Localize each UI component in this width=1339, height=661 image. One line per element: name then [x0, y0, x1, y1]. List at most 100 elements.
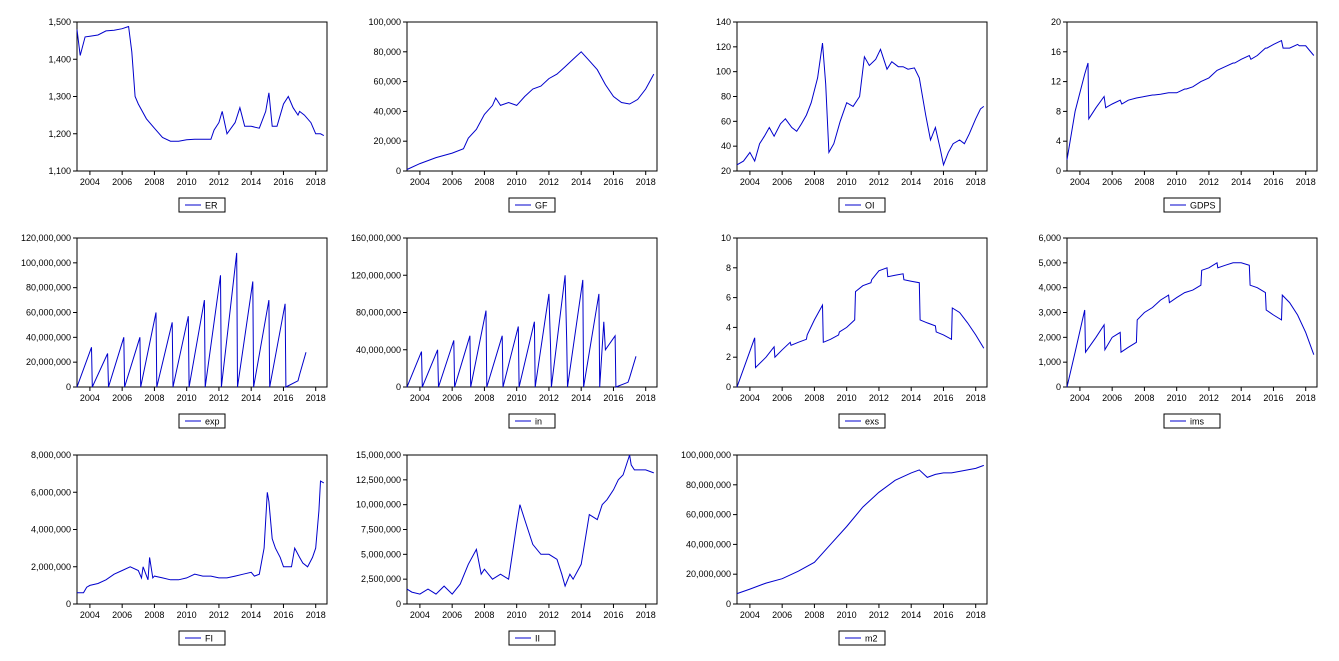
plot-area [1066, 21, 1318, 172]
x-tick-label: 2004 [410, 393, 430, 403]
y-tick-label: 4 [726, 322, 731, 332]
chart-panel-4: 0 4 8 12 16 20 2004 2006 2008 2010 2012 2014 2016 201… [1051, 17, 1318, 213]
x-tick-label: 2010 [1167, 177, 1187, 187]
x-tick-label: 2006 [772, 610, 792, 620]
y-tick-label: 0 [1056, 382, 1061, 392]
y-tick-label: 0 [66, 382, 71, 392]
y-tick-label: 80,000,000 [686, 480, 731, 490]
y-tick-label: 16 [1051, 47, 1061, 57]
x-tick-label: 2012 [1199, 177, 1219, 187]
x-tick-label: 2016 [933, 393, 953, 403]
x-tick-label: 2014 [241, 177, 261, 187]
x-tick-label: 2004 [740, 177, 760, 187]
legend-box [838, 630, 886, 646]
y-tick-label: 3,000 [1038, 308, 1061, 318]
x-tick-label: 2008 [144, 610, 164, 620]
x-tick-label: 2016 [603, 177, 623, 187]
y-tick-label: 100,000,000 [681, 450, 731, 460]
y-tick-label: 120 [716, 42, 731, 52]
x-tick-label: 2010 [177, 393, 197, 403]
y-tick-label: 20,000 [373, 136, 401, 146]
chart-panel-7: 0 2 4 6 8 10 2004 2006 2008 2010 2012 2014 2016 2018 e… [721, 233, 988, 429]
chart-panel-8: 0 1,000 2,000 3,000 4,000 5,000 6,000 2004 2006 2… [1038, 233, 1318, 429]
x-tick-label: 2004 [80, 393, 100, 403]
x-tick-label: 2018 [636, 610, 656, 620]
y-tick-label: 8 [726, 263, 731, 273]
plot-area [406, 237, 658, 388]
legend-box [178, 630, 226, 646]
legend-box [838, 197, 886, 213]
plot-area [406, 454, 658, 605]
y-tick-label: 6,000 [1038, 233, 1061, 243]
y-tick-label: 2 [726, 352, 731, 362]
y-tick-label: 10 [721, 233, 731, 243]
y-tick-label: 160,000,000 [351, 233, 401, 243]
y-tick-label: 100,000,000 [21, 258, 71, 268]
y-tick-label: 12 [1051, 77, 1061, 87]
y-tick-label: 0 [66, 599, 71, 609]
legend-box [838, 413, 886, 429]
y-tick-label: 1,000 [1038, 357, 1061, 367]
legend-box [508, 630, 556, 646]
x-tick-label: 2016 [1263, 393, 1283, 403]
legend-label: exp [205, 417, 220, 427]
x-tick-label: 2016 [273, 393, 293, 403]
y-tick-label: 7,500,000 [361, 525, 401, 535]
y-tick-label: 10,000,000 [356, 500, 401, 510]
x-tick-label: 2004 [1070, 177, 1090, 187]
series-line-in [406, 275, 637, 388]
x-tick-label: 2014 [1231, 177, 1251, 187]
x-tick-label: 2008 [474, 610, 494, 620]
series-line-FI [77, 480, 325, 594]
x-tick-label: 2012 [869, 177, 889, 187]
x-tick-label: 2012 [539, 610, 559, 620]
y-tick-label: 20,000,000 [26, 357, 71, 367]
x-tick-label: 2004 [80, 610, 100, 620]
y-tick-label: 20 [721, 166, 731, 176]
x-tick-label: 2018 [636, 393, 656, 403]
x-tick-label: 2018 [966, 393, 986, 403]
x-tick-label: 2006 [772, 393, 792, 403]
x-tick-label: 2014 [571, 177, 591, 187]
y-tick-label: 40,000,000 [686, 539, 731, 549]
y-tick-label: 60,000,000 [686, 510, 731, 520]
y-tick-label: 5,000,000 [361, 549, 401, 559]
legend-label: m2 [865, 634, 878, 644]
y-tick-label: 1,300 [48, 92, 71, 102]
x-tick-label: 2018 [966, 610, 986, 620]
x-tick-label: 2012 [539, 393, 559, 403]
y-tick-label: 40,000,000 [356, 345, 401, 355]
x-tick-label: 2018 [306, 393, 326, 403]
y-tick-label: 0 [726, 382, 731, 392]
x-tick-label: 2014 [901, 393, 921, 403]
x-tick-label: 2010 [507, 610, 527, 620]
x-tick-label: 2018 [1296, 393, 1316, 403]
x-tick-label: 2016 [273, 610, 293, 620]
x-tick-label: 2014 [571, 393, 591, 403]
y-tick-label: 140 [716, 17, 731, 27]
x-tick-label: 2018 [636, 177, 656, 187]
series-line-exs [736, 267, 985, 388]
y-tick-label: 1,400 [48, 54, 71, 64]
x-tick-label: 2018 [306, 177, 326, 187]
series-line-II [406, 454, 654, 595]
x-tick-label: 2006 [442, 393, 462, 403]
y-tick-label: 1,200 [48, 129, 71, 139]
x-tick-label: 2008 [144, 177, 164, 187]
x-tick-label: 2004 [740, 393, 760, 403]
y-tick-label: 15,000,000 [356, 450, 401, 460]
y-tick-label: 4,000,000 [31, 525, 71, 535]
x-tick-label: 2014 [901, 177, 921, 187]
x-tick-label: 2010 [177, 610, 197, 620]
x-tick-label: 2012 [209, 393, 229, 403]
plot-area [736, 237, 988, 388]
y-tick-label: 0 [396, 599, 401, 609]
legend-label: II [535, 634, 540, 644]
x-tick-label: 2008 [804, 610, 824, 620]
x-tick-label: 2014 [1231, 393, 1251, 403]
x-tick-label: 2006 [112, 610, 132, 620]
plot-area [1066, 237, 1318, 388]
x-tick-label: 2004 [410, 177, 430, 187]
x-tick-label: 2008 [474, 177, 494, 187]
